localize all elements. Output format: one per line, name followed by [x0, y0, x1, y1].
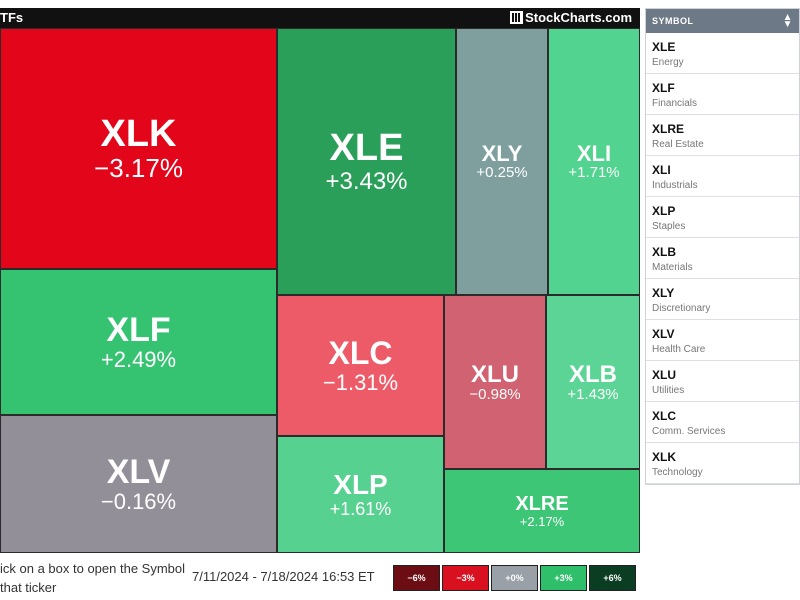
- row-symbol: XLF: [652, 81, 675, 95]
- tile-xlp[interactable]: XLP +1.61%: [277, 436, 444, 553]
- legend-minus-3: −3%: [442, 565, 489, 591]
- tile-change: +0.25%: [476, 164, 528, 182]
- symbol-row-xlk[interactable]: XLK Technology: [646, 443, 799, 484]
- treemap-title-bar: TFs StockCharts.com: [0, 8, 640, 28]
- tile-change: +2.49%: [100, 347, 177, 373]
- symbol-row-xle[interactable]: XLE Energy: [646, 33, 799, 74]
- row-sector: Health Care: [652, 344, 706, 355]
- tile-symbol: XLY: [481, 141, 523, 167]
- tile-change: −0.16%: [100, 489, 177, 515]
- row-symbol: XLC: [652, 409, 676, 423]
- tile-xly[interactable]: XLY +0.25%: [456, 28, 548, 295]
- row-sector: Industrials: [652, 180, 698, 191]
- row-symbol: XLV: [652, 327, 675, 341]
- row-symbol: XLB: [652, 245, 676, 259]
- row-sector: Real Estate: [652, 139, 704, 150]
- tile-xlb[interactable]: XLB +1.43%: [546, 295, 640, 469]
- row-symbol: XLI: [652, 163, 671, 177]
- symbol-row-xli[interactable]: XLI Industrials: [646, 156, 799, 197]
- date-range: 7/11/2024 - 7/18/2024 16:53 ET: [192, 569, 375, 584]
- row-symbol: XLY: [652, 286, 675, 300]
- tile-xlre[interactable]: XLRE +2.17%: [444, 469, 640, 553]
- tile-symbol: XLK: [100, 112, 177, 155]
- tile-change: +2.17%: [519, 513, 565, 529]
- row-sector: Staples: [652, 221, 686, 232]
- tile-symbol: XLRE: [515, 492, 569, 515]
- tile-symbol: XLP: [333, 469, 388, 501]
- row-sector: Financials: [652, 98, 698, 109]
- legend-minus-6: −6%: [393, 565, 440, 591]
- symbol-row-xly[interactable]: XLY Discretionary: [646, 279, 799, 320]
- symbol-row-xlb[interactable]: XLB Materials: [646, 238, 799, 279]
- symbol-column-header[interactable]: SYMBOL ▲ ▼: [646, 9, 799, 33]
- row-sector: Utilities: [652, 385, 685, 396]
- row-sector: Energy: [652, 57, 684, 68]
- tile-change: +3.43%: [325, 167, 408, 195]
- row-sector: Discretionary: [652, 303, 711, 314]
- tile-xlu[interactable]: XLU −0.98%: [444, 295, 546, 469]
- tile-symbol: XLI: [576, 141, 612, 167]
- symbol-row-xlf[interactable]: XLF Financials: [646, 74, 799, 115]
- legend-plus-3: +3%: [540, 565, 587, 591]
- tile-symbol: XLB: [569, 360, 617, 388]
- tile-change: −0.98%: [469, 385, 521, 403]
- symbol-header-label: SYMBOL: [652, 16, 694, 26]
- brand-name: StockCharts.com: [525, 10, 632, 25]
- symbol-list-panel: SYMBOL ▲ ▼ XLE Energy XLF Financials XLRE…: [645, 8, 800, 485]
- row-symbol: XLE: [652, 40, 676, 54]
- row-symbol: XLK: [652, 450, 676, 464]
- row-sector: Materials: [652, 262, 693, 273]
- legend-plus-6: +6%: [589, 565, 636, 591]
- treemap-hint-text: ick on a box to open the Symbol that tic…: [0, 561, 186, 595]
- row-sector: Comm. Services: [652, 426, 726, 437]
- stockcharts-logo-icon: [510, 11, 524, 24]
- symbol-row-xlc[interactable]: XLC Comm. Services: [646, 402, 799, 443]
- sort-icon[interactable]: ▲ ▼: [782, 12, 793, 30]
- symbol-row-xlp[interactable]: XLP Staples: [646, 197, 799, 238]
- treemap-title: TFs: [0, 10, 24, 25]
- tile-change: −3.17%: [94, 152, 183, 183]
- row-sector: Technology: [652, 467, 703, 478]
- sector-treemap: XLK −3.17% XLE +3.43% XLY +0.25% XLI +1.…: [0, 28, 640, 553]
- symbol-row-xlre[interactable]: XLRE Real Estate: [646, 115, 799, 156]
- tile-xlf[interactable]: XLF +2.49%: [0, 269, 277, 415]
- symbol-row-xlv[interactable]: XLV Health Care: [646, 320, 799, 361]
- row-symbol: XLU: [652, 368, 676, 382]
- tile-xlv[interactable]: XLV −0.16%: [0, 415, 277, 553]
- color-legend: −6% −3% +0% +3% +6%: [393, 565, 636, 591]
- tile-symbol: XLE: [329, 126, 404, 169]
- tile-change: −1.31%: [322, 369, 399, 395]
- tile-change: +1.71%: [568, 164, 620, 182]
- tile-symbol: XLF: [106, 310, 171, 349]
- symbol-row-xlu[interactable]: XLU Utilities: [646, 361, 799, 402]
- tile-xli[interactable]: XLI +1.71%: [548, 28, 640, 295]
- tile-symbol: XLU: [471, 360, 519, 388]
- brand[interactable]: StockCharts.com: [510, 10, 632, 25]
- legend-zero: +0%: [491, 565, 538, 591]
- tile-xlc[interactable]: XLC −1.31%: [277, 295, 444, 436]
- tile-symbol: XLV: [106, 452, 171, 491]
- row-symbol: XLP: [652, 204, 676, 218]
- tile-change: +1.43%: [567, 385, 619, 403]
- tile-xle[interactable]: XLE +3.43%: [277, 28, 456, 295]
- tile-xlk[interactable]: XLK −3.17%: [0, 28, 277, 269]
- tile-symbol: XLC: [328, 335, 393, 372]
- row-symbol: XLRE: [652, 122, 685, 136]
- tile-change: +1.61%: [329, 498, 392, 519]
